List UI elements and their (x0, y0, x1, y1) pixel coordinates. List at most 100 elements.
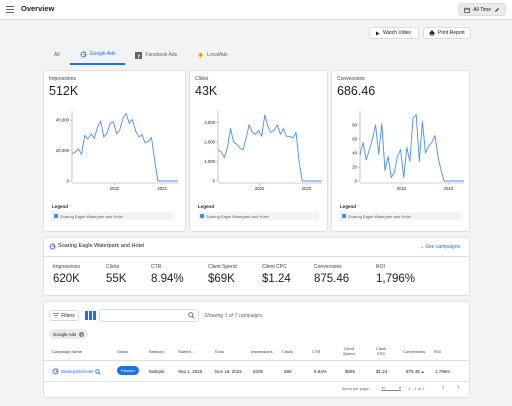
tab-google-ads-label: Google Ads (89, 51, 116, 57)
campaign-name-link[interactable]: Waterpark/Hotel (61, 369, 94, 374)
col-header-campaign[interactable]: Campaign Name (52, 349, 83, 354)
metric-value: 512K (49, 84, 79, 98)
filter-icon (53, 313, 60, 318)
stat-value: 620K (53, 273, 80, 285)
legend-title: Legend (340, 204, 357, 209)
col-header-roi[interactable]: ROI (434, 349, 442, 354)
legend-title: Legend (52, 204, 69, 209)
col-header-started[interactable]: Started ↓ (178, 349, 194, 354)
y-tick-label: 0 (213, 179, 216, 184)
divider (44, 360, 469, 361)
page-size-select[interactable]: 10 ▾ (381, 385, 401, 391)
col-header-ctr[interactable]: CTR (312, 349, 321, 354)
showing-count: Showing 1 of 7 campaigns (204, 313, 263, 319)
print-report-button[interactable]: Print Report (423, 27, 471, 39)
y-tick-label: 40,000 (56, 118, 70, 123)
close-icon[interactable]: × (79, 331, 85, 337)
col-header-network[interactable]: Network (149, 349, 164, 354)
tab-all[interactable]: All (44, 45, 70, 65)
google-icon (52, 368, 59, 375)
clicks-card: Clicks 43K 0 1,000 2,000 3,000 2022 2023 Lege… (189, 70, 328, 232)
stat-value: $1.24 (262, 273, 291, 285)
metric-name: Conversions (337, 76, 365, 82)
tab-facebook-ads[interactable]: f Facebook Ads (125, 45, 187, 65)
stat-impressions: Impressions 620K (53, 264, 80, 285)
stat-label: Clicks (106, 264, 120, 270)
divider (44, 381, 469, 382)
watch-video-button[interactable]: Watch Video (369, 27, 419, 39)
col-header-client-cpc[interactable]: Client CPC (376, 346, 386, 356)
y-tick-label: 3,000 (204, 120, 215, 125)
legend-swatch (54, 214, 58, 218)
facebook-icon: f (135, 51, 143, 59)
page-size-value: 10 (381, 385, 386, 390)
date-range-button[interactable]: All Time (458, 3, 506, 16)
filters-label: Filters (61, 312, 75, 319)
page-title: Overview (21, 4, 55, 13)
y-tick-label: 20 (352, 165, 357, 170)
col-header-client-spend-line1: Client (343, 346, 354, 351)
legend-entry-label: Soaring Eagle Waterpark and Hotel (206, 213, 269, 219)
arrow-down-icon: ↓ (192, 349, 195, 354)
status-badge: Paused (117, 366, 139, 375)
stat-label: Client Spend (208, 264, 237, 270)
stat-value: 1,796% (376, 273, 416, 285)
see-campaigns-link[interactable]: ⌄ See campaigns (420, 244, 460, 250)
conversions-card: Conversions 686.46 0 20 40 60 80 2022 2023 Leg… (331, 70, 470, 232)
col-header-impressions[interactable]: Impressions (251, 349, 273, 354)
filters-button[interactable]: Filters (49, 310, 79, 321)
tab-google-ads[interactable]: Google Ads (69, 45, 126, 65)
google-icon (80, 51, 87, 57)
search-input[interactable] (99, 309, 199, 322)
filter-chip-google-ads[interactable]: Google Ads × (49, 329, 89, 339)
ctr-cell: 8.94% (314, 369, 327, 374)
next-page-icon[interactable]: › (457, 384, 460, 391)
client-cpc-cell: $1.24 (376, 369, 388, 374)
legend-entry-label: Soaring Eagle Waterpark and Hotel (348, 213, 411, 219)
source-tabs: All Google Ads f Facebook Ads LocalAds (44, 45, 238, 65)
series-line (217, 114, 322, 182)
columns-view-icon[interactable] (85, 311, 96, 320)
x-tick-label: 2023 (444, 186, 454, 191)
search-icon[interactable] (95, 368, 102, 375)
legend-entry: Soaring Eagle Waterpark and Hotel (52, 212, 173, 220)
chip-label: Google Ads (53, 331, 77, 337)
print-report-label: Print Report (438, 30, 465, 36)
legend-title: Legend (198, 204, 215, 209)
ends-cell: Nov 18, 2022 (215, 369, 242, 374)
tab-localads[interactable]: LocalAds (187, 45, 238, 65)
stat-conversions: Conversions 875.46 (314, 264, 349, 285)
series-line (71, 112, 178, 182)
x-tick-label: 2023 (302, 186, 312, 191)
col-header-ends[interactable]: Ends (215, 349, 225, 354)
stat-label: Client CPC (262, 264, 287, 270)
y-tick-label: 60 (352, 137, 357, 142)
col-header-client-spend[interactable]: Client Spend (343, 346, 355, 356)
tab-localads-label: LocalAds (207, 52, 228, 58)
stat-clicks: Clicks 55K (106, 264, 126, 285)
menu-icon[interactable] (6, 6, 14, 13)
conversions-chart: 0 20 40 60 80 2022 2023 (352, 111, 464, 191)
clicks-cell: 55K (284, 369, 293, 374)
items-per-page-label: Items per page: (342, 386, 370, 391)
stat-value: $69K (208, 273, 235, 285)
dropdown-icon: ▾ (398, 385, 401, 390)
metric-name: Impressions (49, 76, 76, 82)
y-tick-label: 80 (352, 123, 357, 128)
table-row[interactable]: Waterpark/Hotel (52, 368, 102, 375)
stat-label: ROI (376, 264, 385, 270)
top-bar: Overview All Time (0, 0, 512, 20)
campaigns-table-card: Filters Showing 1 of 7 campaigns Google … (43, 301, 470, 398)
col-header-clicks[interactable]: Clicks (282, 349, 293, 354)
stat-label: Conversions (314, 264, 342, 270)
stat-value: 875.46 (314, 273, 350, 285)
col-header-status[interactable]: Status (117, 349, 129, 354)
y-tick-label: 20,000 (56, 148, 70, 153)
x-tick-label: 2022 (110, 186, 120, 191)
col-header-started-label: Started (178, 349, 191, 354)
tab-all-label: All (54, 52, 60, 58)
account-title: Soaring Eagle Waterpark and Hotel (58, 243, 145, 249)
prev-page-icon[interactable]: ‹ (442, 384, 445, 391)
col-header-conversions[interactable]: Conversions (403, 349, 426, 354)
chevron-down-icon: ⌄ (419, 244, 425, 250)
